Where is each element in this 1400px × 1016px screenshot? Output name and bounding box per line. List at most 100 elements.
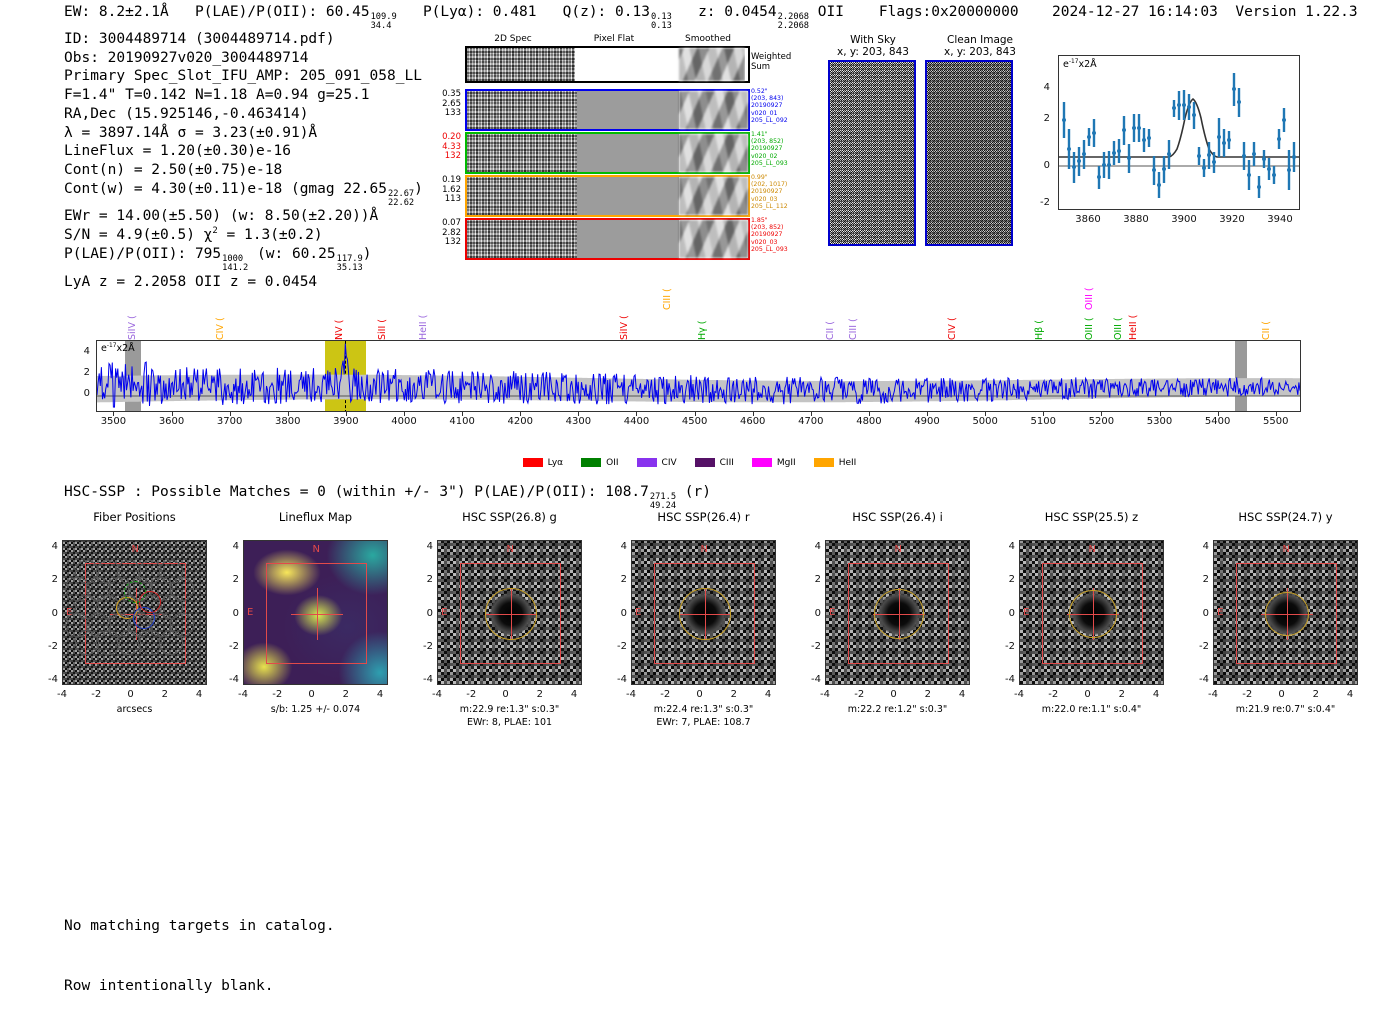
cutout-0-ytick-2: 2 <box>51 574 58 586</box>
spectrum-line-label-heii-15: HeII ( <box>1128 314 1140 340</box>
spectrum-xtick-mark <box>752 412 754 416</box>
cutout-red-box-1 <box>266 563 367 664</box>
cutout-caption1-4: m:22.2 re:1.2" s:0.3" <box>847 704 948 715</box>
spectrum-line-label-cii-8: CII ( <box>824 321 836 340</box>
spectrum-legend: Lyα OII CIV CIII MgII HeII <box>96 452 1301 471</box>
legend-swatch-heii <box>813 458 834 467</box>
spectrum-xtick-4200: 4200 <box>507 416 533 427</box>
info-plae-w-range: 117.9 35.13 <box>336 253 363 273</box>
cutout-3-ytick-4: 4 <box>620 541 627 552</box>
cutout-6-ytick--2: -2 <box>1199 640 1209 652</box>
info-lineflux: LineFlux = 1.20(±0.30)e-16 <box>64 143 291 160</box>
spectrum-xtick-mark <box>171 412 173 416</box>
fiber-circle <box>170 612 195 637</box>
cutout-5-ytick--2: -2 <box>1005 640 1015 652</box>
cutout-1-ytick--4: -4 <box>229 674 239 685</box>
cutout-1-ytick-0: 0 <box>232 607 239 619</box>
spectrum-xtick-mark <box>1275 412 1277 416</box>
cutout-red-box-4 <box>848 563 949 664</box>
compass-e-1: E <box>247 606 254 618</box>
cutout-aperture-circle-2 <box>484 587 537 640</box>
info-primary-slot: Primary Spec_Slot_IFU_AMP: 205_091_058_L… <box>64 68 422 85</box>
cutout-1-xtick-0: 0 <box>308 689 315 700</box>
compass-n-4: N <box>894 544 902 555</box>
cutout-4-ytick-4: 4 <box>814 541 821 552</box>
cutout-xlabel-0: arcsecs <box>116 704 153 715</box>
cutout-3-xtick--2: -2 <box>660 689 671 700</box>
spectrum-xtick-mark <box>1217 412 1219 416</box>
cutout-6-ytick-0: 0 <box>1202 607 1209 619</box>
legend-label: OII <box>606 457 619 468</box>
info-lambda: λ = 3897.14Å σ = 3.23(±0.91)Å <box>64 124 318 141</box>
montage-row-3 <box>465 175 750 217</box>
cutout-5-xtick-0: 0 <box>1084 689 1091 700</box>
cutout-crosshair-v-1 <box>316 587 318 640</box>
legend-label: CIV <box>661 457 677 468</box>
cutout-caption2-2: EWr: 8, PLAE: 101 <box>466 717 553 728</box>
hsc-header-pre: HSC-SSP : Possible Matches = 0 (within +… <box>64 484 649 500</box>
legend-item-ciii: CIII <box>694 458 734 468</box>
cutout-panel-row: Fiber Positions N E 4 2 0 -2 -4 -4 -2 0 2 4 arcsecs Li… <box>0 510 1400 740</box>
spectrum-xtick-mark <box>345 412 347 416</box>
spectrum-xtick-4900: 4900 <box>914 416 940 427</box>
cutout-red-box-6 <box>1236 563 1337 664</box>
info-redshifts: LyA z = 2.2058 OII z = 0.0454 <box>64 273 318 290</box>
spectrum-xtick-mark <box>636 412 638 416</box>
spectrum-line-label-civ-10: CIV ( <box>946 317 958 340</box>
spectrum-xtick-3700: 3700 <box>216 416 243 427</box>
cutout-5-xtick-2: 2 <box>1118 689 1125 700</box>
cutout-4-ytick--2: -2 <box>811 640 821 652</box>
info-cont-w: Cont(w) = 4.30(±0.11)e-18 (gmag 22.65 22.… <box>64 180 423 208</box>
spectrum-xtick-mark <box>868 412 870 416</box>
legend-swatch-lyα <box>522 458 543 467</box>
legend-item-oii: OII <box>581 457 619 468</box>
legend-swatch-ciii <box>694 458 715 467</box>
version-label: Version 1.22.3 <box>1235 4 1358 20</box>
montage-row-4 <box>465 218 750 260</box>
spectrum-xtick-3900: 3900 <box>333 416 359 427</box>
spec-montage: 2D Spec Pixel Flat Smoothed Weighted Sum… <box>425 34 791 260</box>
cutout-caption1-6: m:21.9 re:0.7" s:0.4" <box>1235 704 1336 715</box>
info-sn: S/N = 4.9(±0.5) χ2 = 1.3(±0.2) <box>64 226 323 244</box>
fit-xtick-3880: 3880 <box>1123 214 1149 225</box>
cutout-0-ytick--2: -2 <box>48 640 58 652</box>
cutout-2-xtick--4: -4 <box>432 689 442 700</box>
cutout-4-xtick--2: -2 <box>854 689 865 700</box>
cutout-aperture-circle-6 <box>1264 591 1309 636</box>
footer-line-2: Row intentionally blank. <box>64 978 274 994</box>
spectrum-xtick-mark <box>229 412 231 416</box>
spectrum-xtick-mark <box>810 412 812 416</box>
legend-item-civ: CIV <box>636 457 677 468</box>
cutout-title-4: HSC SSP(26.4) i <box>852 510 943 524</box>
spectrum-xtick-3600: 3600 <box>158 416 185 427</box>
spectrum-xtick-mark <box>578 412 580 416</box>
montage-col-pixelflat: Pixel Flat <box>593 34 635 44</box>
montage-row-1-right: 0.52" (203, 843) 20190927 v020_01 205_LL… <box>751 88 788 124</box>
cutout-3-ytick--2: -2 <box>617 640 627 652</box>
spectrum-unit-label: e-17x2Å <box>101 342 135 354</box>
legend-label: MgII <box>776 457 796 468</box>
cutout-0-xtick-2: 2 <box>161 689 168 700</box>
legend-swatch-mgii <box>751 458 772 467</box>
legend-item-heii: HeII <box>813 458 856 468</box>
cutout-4-ytick-2: 2 <box>814 574 821 586</box>
spectrum-line-label-ciii-6: CIII ( <box>662 288 674 310</box>
compass-n-1: N <box>312 544 320 555</box>
cutout-2-ytick-2: 2 <box>426 574 433 586</box>
cutout-4-xtick-0: 0 <box>890 689 897 700</box>
cutout-6-xtick-2: 2 <box>1312 689 1319 700</box>
spectrum-svg <box>97 343 1300 408</box>
fiber-circle <box>158 630 184 655</box>
fit-xtick-3900: 3900 <box>1171 214 1197 225</box>
cutout-title-5: HSC SSP(25.5) z <box>1044 510 1139 524</box>
info-cont-w-post: ) <box>414 180 423 197</box>
clean-image-title: Clean Image x, y: 203, 843 <box>944 34 1016 58</box>
spectrum-xtick-4500: 4500 <box>681 416 708 427</box>
cutout-5-ytick-2: 2 <box>1008 574 1015 586</box>
spectrum-xtick-mark <box>404 412 405 416</box>
spectrum-line-labels: SiIV (CIV (NV (SiII (HeII (SiIV (CIII (H… <box>96 282 1301 340</box>
spectrum-xtick-4600: 4600 <box>739 416 766 427</box>
